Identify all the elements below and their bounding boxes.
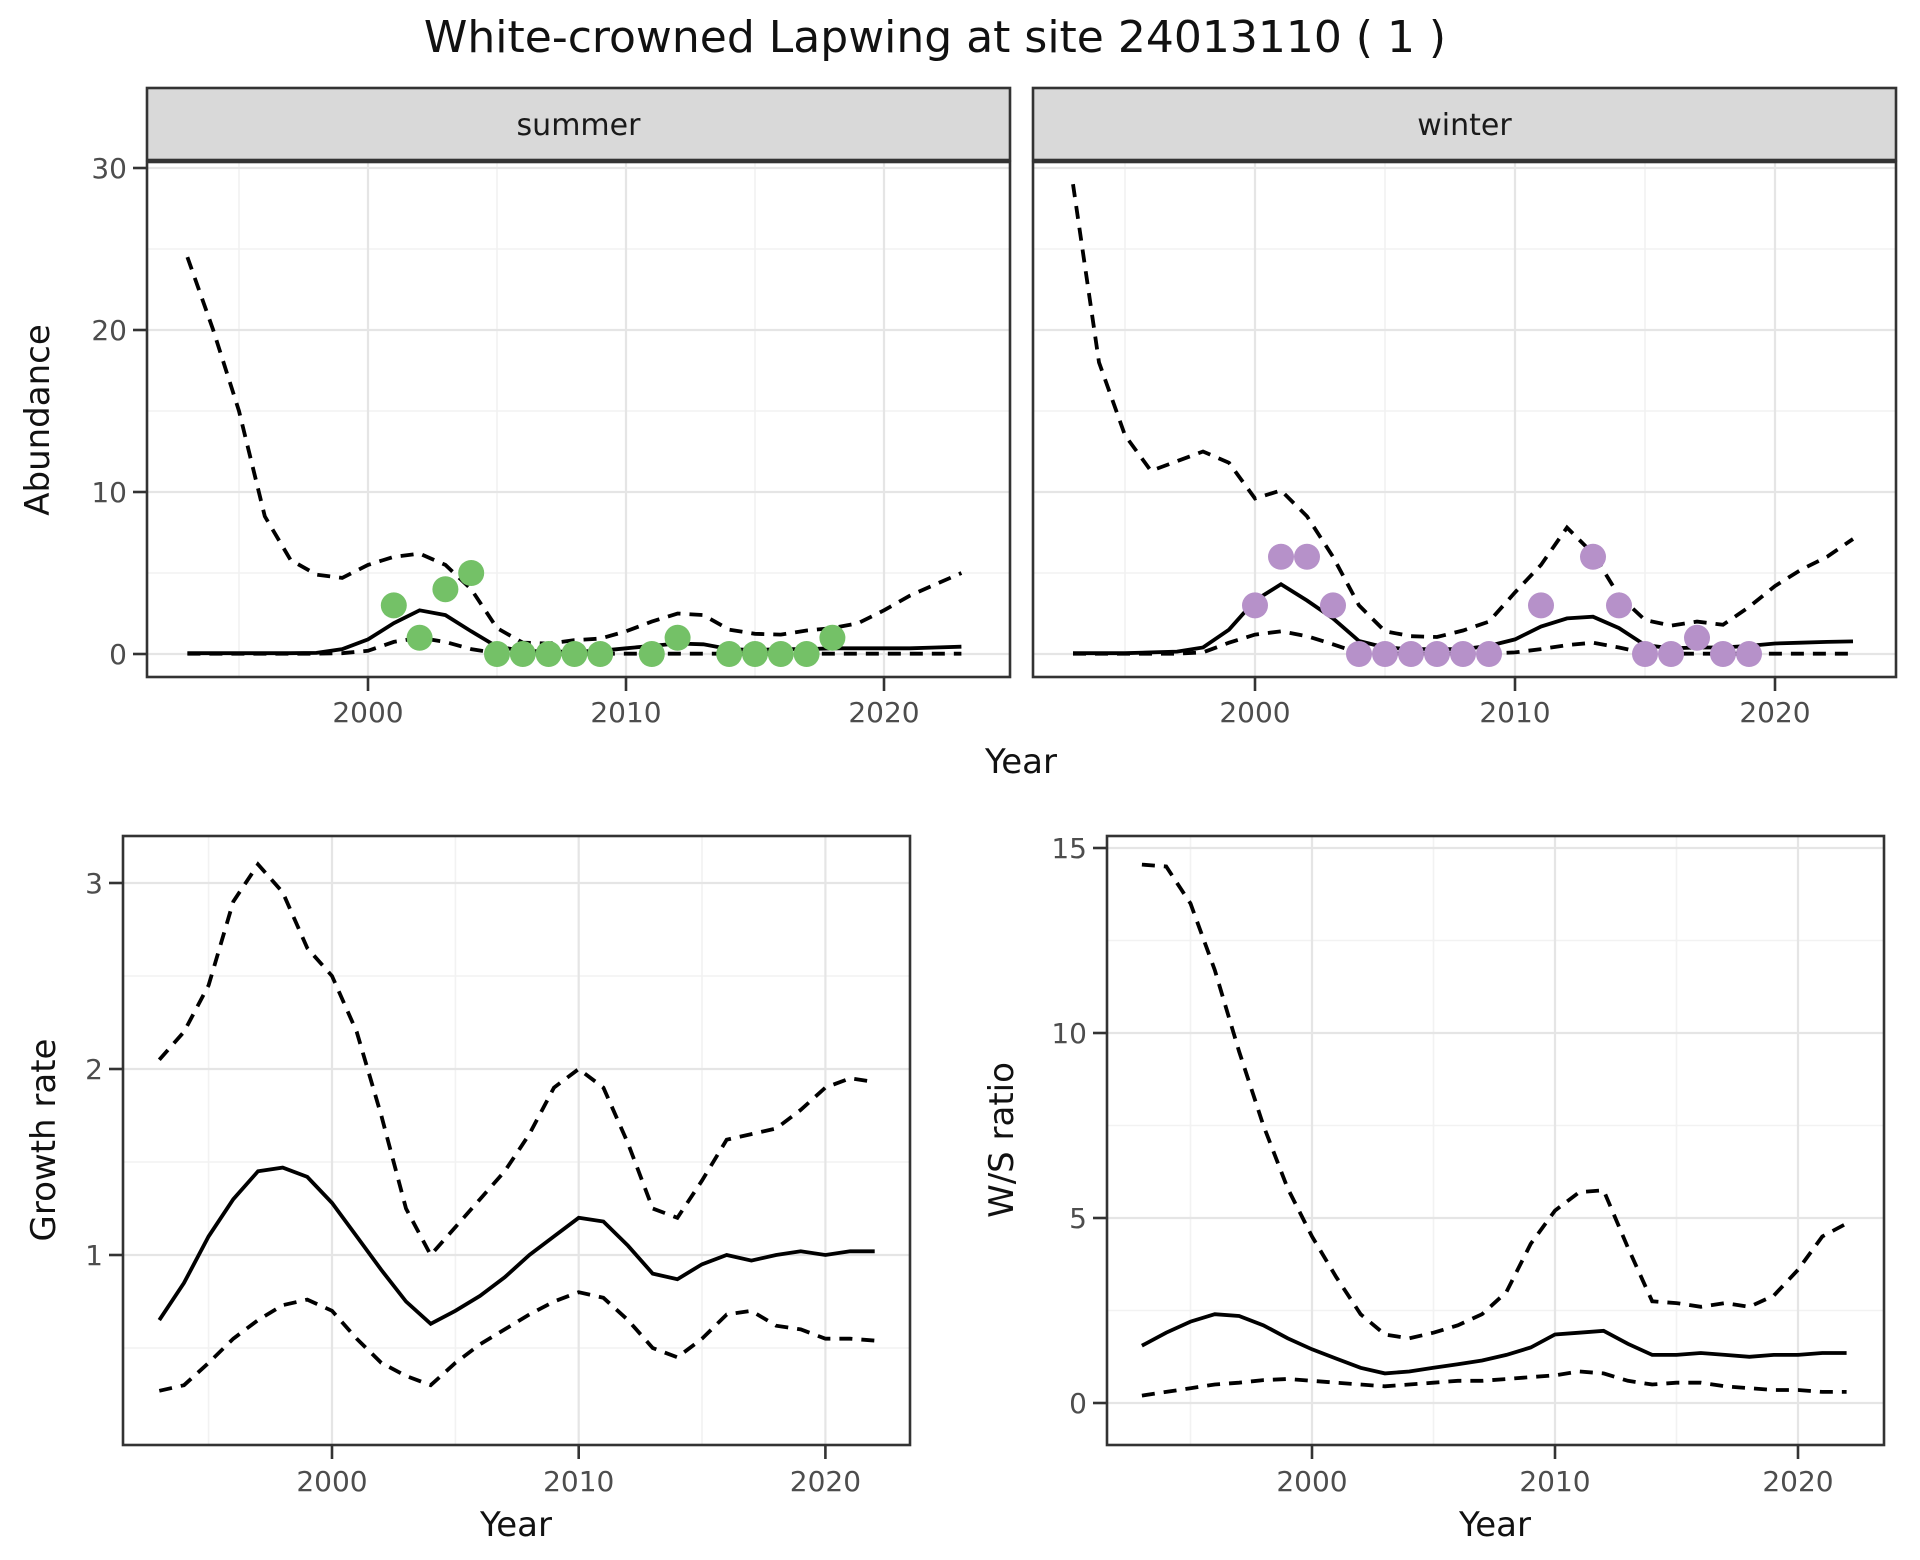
observation-dot bbox=[380, 592, 407, 619]
observation-dot bbox=[1684, 624, 1710, 651]
x-tick-label: 2010 bbox=[543, 1465, 614, 1498]
y-tick-label: 30 bbox=[91, 152, 127, 185]
observation-dot bbox=[1424, 641, 1450, 667]
growth-rate-panel: 2000 2010 2020 1 2 3 bbox=[85, 834, 912, 1498]
observation-dot bbox=[1346, 641, 1372, 667]
facet-strip bbox=[145, 86, 1012, 162]
ci-upper-line bbox=[157, 861, 875, 1259]
observation-dot bbox=[793, 641, 820, 667]
panel-border bbox=[121, 834, 912, 1447]
observation-dot bbox=[1320, 592, 1346, 619]
y-tick-label: 20 bbox=[91, 314, 127, 347]
observation-dot bbox=[1710, 641, 1736, 667]
x-tick-label: 2020 bbox=[848, 696, 919, 729]
y-tick-label: 15 bbox=[1051, 832, 1087, 865]
y-tick-label: 0 bbox=[109, 638, 127, 671]
panel-background bbox=[1107, 836, 1884, 1445]
ws-ratio-panel: 2000 2010 2020 0 5 10 15 bbox=[1051, 832, 1886, 1498]
chart-title: White-crowned Lapwing at site 24013110 (… bbox=[423, 12, 1447, 63]
observation-dot bbox=[561, 641, 588, 667]
observation-dot bbox=[406, 624, 433, 651]
panel-background bbox=[147, 162, 1010, 677]
facet-strip-label: summer bbox=[517, 108, 642, 143]
x-tick-label: 2020 bbox=[790, 1465, 861, 1498]
fit-line bbox=[157, 1165, 875, 1327]
observation-dot bbox=[1372, 641, 1398, 667]
y-tick-label: 5 bbox=[1069, 1202, 1087, 1235]
y-tick-label: 10 bbox=[1051, 1017, 1087, 1050]
observation-dot bbox=[1476, 641, 1502, 667]
ci-upper-line bbox=[1141, 862, 1848, 1341]
observation-dot bbox=[1632, 641, 1658, 667]
ci-lower-line bbox=[187, 635, 962, 656]
observation-dot bbox=[535, 641, 562, 667]
x-tick-label: 2010 bbox=[1519, 1465, 1590, 1498]
x-tick-label: 2000 bbox=[1219, 696, 1290, 729]
x-tick-label: 2010 bbox=[1479, 696, 1550, 729]
observation-dot bbox=[1294, 543, 1320, 570]
y-tick-label: 10 bbox=[91, 476, 127, 509]
panel-border bbox=[1105, 834, 1886, 1447]
ci-lower-line bbox=[1141, 1369, 1847, 1398]
observation-dot bbox=[1268, 543, 1294, 570]
observation-dot bbox=[1580, 543, 1606, 570]
observation-dot bbox=[716, 641, 743, 667]
panel-border bbox=[1031, 160, 1898, 679]
y-tick-label: 1 bbox=[85, 1239, 103, 1272]
observation-dot bbox=[1528, 592, 1554, 619]
facet-strip bbox=[1031, 86, 1898, 162]
x-axis-title-year-growth: Year bbox=[480, 1505, 552, 1545]
y-tick-label: 3 bbox=[85, 867, 103, 900]
observation-dot bbox=[1658, 641, 1684, 667]
x-tick-label: 2020 bbox=[1739, 696, 1810, 729]
panel-background bbox=[123, 836, 910, 1445]
ci-upper-line bbox=[185, 256, 963, 646]
facet-strip-label: winter bbox=[1417, 108, 1512, 143]
observation-dot bbox=[819, 624, 846, 651]
observation-dot bbox=[1606, 592, 1632, 619]
observation-dot bbox=[664, 624, 691, 651]
panel-background bbox=[1033, 162, 1896, 677]
observation-dot bbox=[509, 641, 536, 667]
panel-border bbox=[145, 160, 1012, 679]
x-tick-label: 2000 bbox=[296, 1465, 367, 1498]
observation-dot bbox=[432, 576, 459, 603]
abundance-panel-summer: summer 2000 2010 2020 0 10 20 30 bbox=[91, 86, 1012, 729]
observation-dot bbox=[767, 641, 794, 667]
y-tick-label: 0 bbox=[1069, 1387, 1087, 1420]
observation-dot bbox=[1242, 592, 1268, 619]
observation-dot bbox=[742, 641, 768, 667]
fit-line bbox=[1141, 1312, 1847, 1376]
ci-upper-line bbox=[1071, 183, 1855, 639]
observation-dot bbox=[1398, 641, 1424, 667]
observation-dot bbox=[1450, 641, 1476, 667]
x-tick-label: 2000 bbox=[1276, 1465, 1347, 1498]
x-axis-title-year-ws: Year bbox=[1459, 1505, 1531, 1545]
observation-dot bbox=[458, 560, 485, 586]
abundance-panel-winter: winter 2000 2010 2020 bbox=[1031, 86, 1898, 729]
observation-dot bbox=[1736, 641, 1762, 667]
x-tick-label: 2010 bbox=[590, 696, 661, 729]
x-tick-label: 2000 bbox=[332, 696, 403, 729]
observation-dot bbox=[484, 641, 510, 667]
x-tick-label: 2020 bbox=[1762, 1465, 1833, 1498]
observation-dot bbox=[587, 641, 614, 667]
y-tick-label: 2 bbox=[85, 1053, 103, 1086]
x-axis-title-year-top: Year bbox=[985, 742, 1057, 782]
observation-dot bbox=[638, 641, 665, 667]
